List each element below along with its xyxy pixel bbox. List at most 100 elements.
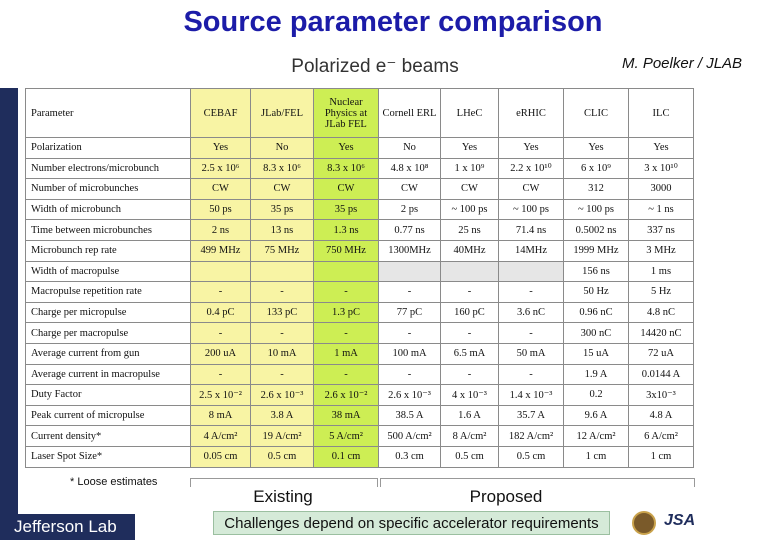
group-label: Proposed	[469, 487, 543, 506]
table-cell: ~ 1 ns	[628, 198, 694, 221]
table-cell: 312	[563, 178, 629, 200]
table-cell: 1.4 x 10⁻³	[498, 384, 564, 406]
table-cell: 1999 MHz	[563, 239, 629, 262]
table-cell: 25 ns	[440, 219, 499, 241]
table-cell: CW	[440, 178, 499, 200]
comparison-table: Parameter CEBAF JLab/FEL Nuclear Physics at…	[25, 88, 694, 468]
table-cell: Yes	[440, 137, 499, 159]
table-cell: 1 cm	[628, 445, 694, 468]
table-cell: Yes	[628, 137, 694, 159]
table-cell: ~ 100 ps	[563, 198, 629, 221]
row-label: Polarization	[25, 137, 191, 159]
table-cell: 12 A/cm²	[563, 425, 629, 447]
table-cell: 9.6 A	[563, 404, 629, 427]
table-cell: 3x10⁻³	[628, 384, 694, 406]
bracket	[380, 478, 695, 487]
author: M. Poelker / JLAB	[622, 55, 743, 72]
row-label: Number of microbunches	[25, 178, 191, 200]
table-cell: 2.6 x 10⁻²	[313, 384, 379, 406]
table-cell: 0.1 cm	[313, 445, 379, 468]
row-label: Time between microbunches	[25, 219, 191, 241]
side-strip	[0, 88, 18, 540]
table-cell: 3 x 10¹⁰	[628, 157, 694, 180]
table-cell: 500 A/cm²	[378, 425, 441, 447]
table-cell: 1 cm	[563, 445, 629, 468]
table-cell: -	[378, 363, 441, 386]
table-row: Peak current of micropulse 8 mA 3.8 A 38 mA…	[25, 404, 694, 427]
table-cell: 15 uA	[563, 342, 629, 365]
table-cell: 0.0144 A	[628, 363, 694, 386]
table-cell: 1.3 ns	[313, 219, 379, 241]
logo: Jefferson Lab	[0, 514, 135, 540]
table-row: Charge per micropulse 0.4 pC 133 pC 1.3 pC 7…	[25, 301, 694, 324]
table-cell: 5 Hz	[628, 281, 694, 303]
column-header: CLIC	[563, 88, 629, 138]
table-cell: 133 pC	[250, 301, 314, 324]
table-cell: 100 mA	[378, 342, 441, 365]
table-cell: -	[498, 281, 564, 303]
table-cell: Yes	[563, 137, 629, 159]
table-cell: Yes	[498, 137, 564, 159]
table-row: Charge per macropulse - - - - - -300 nC 14420 n…	[25, 322, 694, 344]
table-row: Microbunch rep rate 499 MHz 75 MHz 750 MHz 1…	[25, 239, 694, 262]
table-cell: 4 x 10⁻³	[440, 384, 499, 406]
table-cell: 3.8 A	[250, 404, 314, 427]
table-cell: 2.5 x 10⁻²	[190, 384, 251, 406]
table-cell: 35 ps	[313, 198, 379, 221]
table-cell: 2.6 x 10⁻³	[250, 384, 314, 406]
table-cell: 50 ps	[190, 198, 251, 221]
subtitle: Polarized e⁻ beams	[291, 56, 459, 77]
row-label: Laser Spot Size*	[25, 445, 191, 468]
table-cell: -	[498, 363, 564, 386]
table-cell: Yes	[313, 137, 379, 159]
table-row: Polarization Yes No Yes No Yes Yes Yes Yes	[25, 137, 694, 159]
bracket	[190, 478, 378, 487]
table-cell: 4.8 x 10⁸	[378, 157, 441, 180]
row-label: Charge per macropulse	[25, 322, 191, 344]
column-header: ILC	[628, 88, 694, 138]
column-header: Nuclear Physics at JLab FEL	[313, 88, 379, 138]
table-cell: 50 mA	[498, 342, 564, 365]
table-cell: 5 A/cm²	[313, 425, 379, 447]
table-cell: -	[313, 363, 379, 386]
row-label: Average current in macropulse	[25, 363, 191, 386]
table-cell: 2.5 x 10⁶	[190, 157, 251, 180]
slide-title: Source parameter comparison	[183, 6, 603, 38]
table-cell: 40MHz	[440, 239, 499, 262]
table-cell: 1 x 10⁹	[440, 157, 499, 180]
table-row: Current density* 4 A/cm² 19 A/cm² 5 A/cm² 50…	[25, 425, 694, 447]
table-cell: 38.5 A	[378, 404, 441, 427]
table-cell: 77 pC	[378, 301, 441, 324]
table-cell: 13 ns	[250, 219, 314, 241]
table-cell: 10 mA	[250, 342, 314, 365]
table-cell: 4.8 nC	[628, 301, 694, 324]
table-cell: 2.6 x 10⁻³	[378, 384, 441, 406]
table-cell: ~ 100 ps	[498, 198, 564, 221]
column-header: JLab/FEL	[250, 88, 314, 138]
table-cell: 14420 nC	[628, 322, 694, 344]
table-cell: -	[440, 363, 499, 386]
table-cell: 2 ns	[190, 219, 251, 241]
table-cell: 6.5 mA	[440, 342, 499, 365]
callout: Challenges depend on specific accelerato…	[213, 511, 610, 535]
table-cell	[498, 260, 564, 283]
table-cell: 1 mA	[313, 342, 379, 365]
table-row: Number electrons/microbunch 2.5 x 10⁶ 8.3 …	[25, 157, 694, 180]
table-cell: CW	[190, 178, 251, 200]
table-cell: 1.3 pC	[313, 301, 379, 324]
table-cell: 0.05 cm	[190, 445, 251, 468]
table-cell: 35.7 A	[498, 404, 564, 427]
table-cell: -	[378, 322, 441, 344]
table-cell: ~ 100 ps	[440, 198, 499, 221]
table-cell: 156 ns	[563, 260, 629, 283]
column-header: Cornell ERL	[378, 88, 441, 138]
table-cell: 4.8 A	[628, 404, 694, 427]
column-header: CEBAF	[190, 88, 251, 138]
table-cell: 4 A/cm²	[190, 425, 251, 447]
table-cell: 1.9 A	[563, 363, 629, 386]
column-header: Parameter	[25, 88, 191, 138]
table-cell: 19 A/cm²	[250, 425, 314, 447]
table-row: Average current in macropulse - - - - - -1.9 A…	[25, 363, 694, 386]
table-cell: -	[250, 281, 314, 303]
